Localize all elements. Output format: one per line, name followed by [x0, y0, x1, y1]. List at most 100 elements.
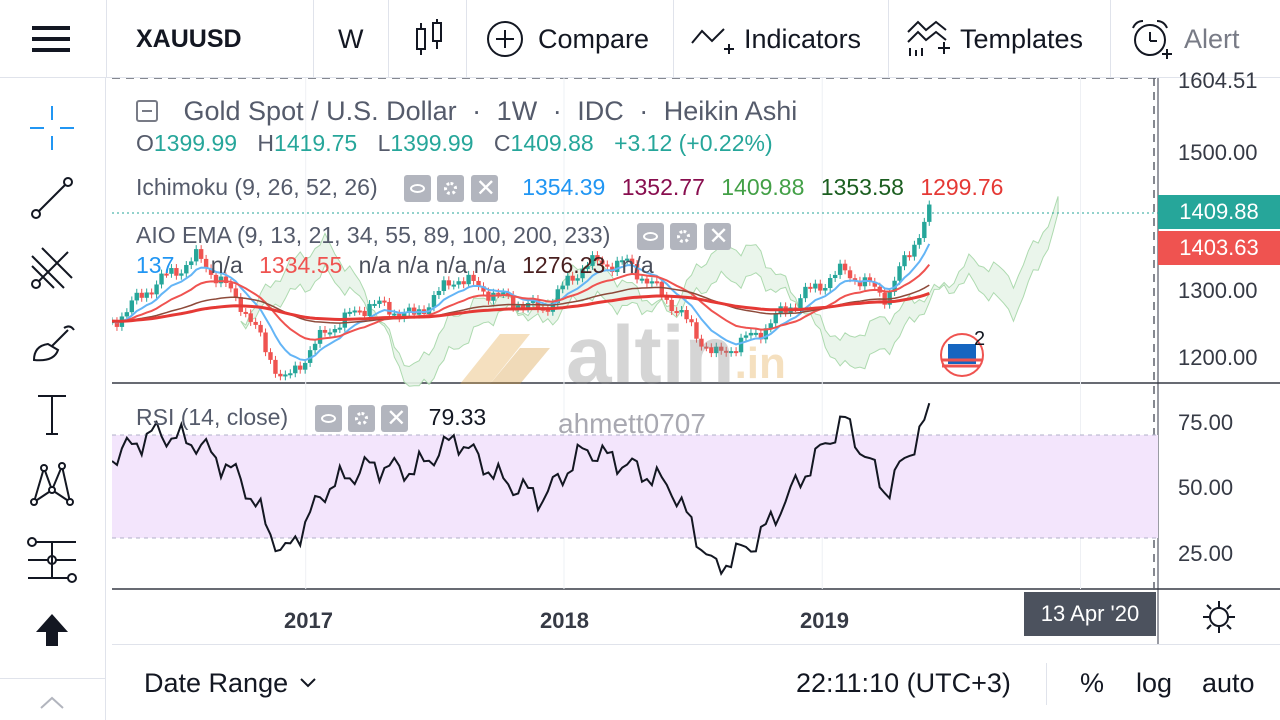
- timezone-clock[interactable]: 22:11:10 (UTC+3): [796, 667, 1011, 698]
- close-icon[interactable]: ✕: [381, 405, 409, 433]
- candles-icon: [416, 19, 442, 55]
- candle-body: [738, 337, 744, 353]
- candle-body: [511, 295, 516, 308]
- alert-button[interactable]: Alert: [1130, 0, 1240, 78]
- candle-body: [372, 303, 377, 306]
- candle-body: [902, 255, 907, 267]
- candle-body: [258, 324, 263, 333]
- eye-icon[interactable]: [404, 175, 432, 203]
- candle-body: [907, 255, 912, 258]
- chart-settings-button[interactable]: [1200, 598, 1238, 636]
- candle-body: [194, 249, 199, 262]
- eye-icon[interactable]: [636, 223, 664, 251]
- candle-body: [803, 286, 808, 299]
- candle-body: [159, 273, 164, 285]
- candle-body: [491, 292, 496, 301]
- candle-body: [307, 350, 313, 363]
- text-tool[interactable]: [22, 386, 82, 442]
- candle-body: [352, 310, 357, 313]
- rsi-value: 79.33: [428, 404, 487, 430]
- more-tools-button[interactable]: [22, 602, 82, 658]
- date-range-button[interactable]: Date Range: [144, 645, 318, 720]
- close-value: 1409.88: [510, 130, 594, 156]
- candle-body: [446, 280, 452, 286]
- candle-body: [515, 305, 521, 308]
- brush-icon: [32, 325, 75, 362]
- menu-button[interactable]: [30, 0, 72, 78]
- candle-body: [639, 278, 645, 281]
- log-scale-toggle[interactable]: log: [1136, 667, 1173, 698]
- gear-icon[interactable]: [437, 175, 465, 203]
- candle-body: [431, 295, 437, 308]
- interval-button[interactable]: W: [338, 23, 364, 54]
- pattern-tool[interactable]: [22, 456, 82, 512]
- percent-scale-toggle[interactable]: %: [1080, 667, 1105, 698]
- brush-tool[interactable]: [22, 316, 82, 372]
- candle-body: [912, 244, 917, 257]
- gear-icon[interactable]: [670, 223, 698, 251]
- rsi-legend[interactable]: RSI (14, close) ✕ 79.33: [136, 404, 487, 433]
- ema-9-value: 137: [136, 252, 175, 278]
- symbol-search-button[interactable]: XAUUSD: [136, 24, 242, 53]
- compare-button[interactable]: Compare: [486, 0, 649, 78]
- chart-area[interactable]: altin .in ahmett0707 Gold Spot / U.S. Do…: [112, 68, 1280, 644]
- expand-toolbar-button[interactable]: [22, 684, 82, 720]
- candle-body: [723, 350, 729, 353]
- candle-body: [134, 292, 139, 301]
- crosshair-tool[interactable]: [22, 100, 82, 156]
- templates-button[interactable]: Templates: [906, 0, 1083, 78]
- candle-body: [525, 302, 531, 309]
- candle-body: [406, 307, 412, 313]
- aio-ema-legend[interactable]: AIO EMA (9, 13, 21, 34, 55, 89, 100, 200…: [136, 222, 731, 251]
- candle-body: [842, 263, 848, 271]
- ema-na: n/a n/a n/a n/a: [358, 252, 506, 278]
- toolbar-divider: [466, 0, 467, 78]
- ichimoku-base: 1352.77: [621, 174, 705, 200]
- candle-body: [129, 300, 135, 313]
- candle-body: [674, 311, 679, 314]
- bottombar-divider: [1046, 663, 1047, 705]
- series-style: Heikin Ashi: [663, 96, 798, 126]
- ichimoku-legend[interactable]: Ichimoku (9, 26, 52, 26) ✕ 1354.39 1352.…: [136, 174, 1003, 203]
- candle-body: [813, 283, 818, 289]
- eye-icon[interactable]: [314, 405, 342, 433]
- candle-body: [382, 300, 387, 303]
- gear-icon[interactable]: [347, 405, 375, 433]
- auto-scale-toggle[interactable]: auto: [1202, 667, 1255, 698]
- ema-233-value: 1276.23: [522, 252, 606, 278]
- candle-body: [169, 268, 174, 274]
- low-label: L: [377, 130, 391, 156]
- toolbar-divider: [888, 0, 889, 78]
- compare-label: Compare: [538, 23, 650, 54]
- rsi-label: RSI (14, close): [136, 404, 289, 430]
- ema-na: n/a: [621, 252, 654, 278]
- time-axis-tick: 2018: [540, 608, 589, 633]
- chart-style-button[interactable]: [414, 0, 444, 78]
- rsi-band: [112, 435, 1158, 538]
- alert-label: Alert: [1184, 23, 1240, 54]
- candle-body: [174, 268, 179, 276]
- chart-canvas[interactable]: [112, 78, 1280, 644]
- hamburger-icon: [32, 26, 70, 52]
- rsi-line: [112, 402, 931, 577]
- indicators-button[interactable]: Indicators: [690, 0, 861, 78]
- crosshair-date-label: 13 Apr '20: [1024, 592, 1156, 636]
- close-icon[interactable]: ✕: [470, 175, 498, 203]
- candle-body: [461, 281, 466, 285]
- candle-body: [565, 275, 570, 286]
- trend-line-tool[interactable]: [22, 170, 82, 226]
- aio-ema-label: AIO EMA (9, 13, 21, 34, 55, 89, 100, 200…: [136, 222, 611, 248]
- toolbar-divider: [388, 0, 389, 78]
- candle-body: [501, 292, 506, 295]
- collapse-legend-icon[interactable]: [136, 99, 158, 122]
- candle-body: [610, 266, 615, 273]
- candle-body: [298, 365, 303, 370]
- main-series-legend[interactable]: Gold Spot / U.S. Dollar · 1W · IDC · Hei…: [136, 96, 797, 127]
- candle-body: [699, 338, 704, 347]
- candle-body: [728, 351, 734, 354]
- pitchfork-tool[interactable]: [22, 240, 82, 296]
- close-icon[interactable]: ✕: [703, 223, 731, 251]
- prediction-tool[interactable]: [22, 532, 82, 588]
- candle-body: [852, 278, 858, 281]
